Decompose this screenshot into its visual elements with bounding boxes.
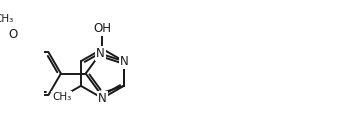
Text: N: N xyxy=(120,55,128,68)
Text: OH: OH xyxy=(93,22,112,35)
Text: N: N xyxy=(98,92,107,105)
Text: CH₃: CH₃ xyxy=(0,14,14,24)
Text: O: O xyxy=(8,28,18,41)
Text: CH₃: CH₃ xyxy=(52,92,71,102)
Text: N: N xyxy=(96,47,105,60)
